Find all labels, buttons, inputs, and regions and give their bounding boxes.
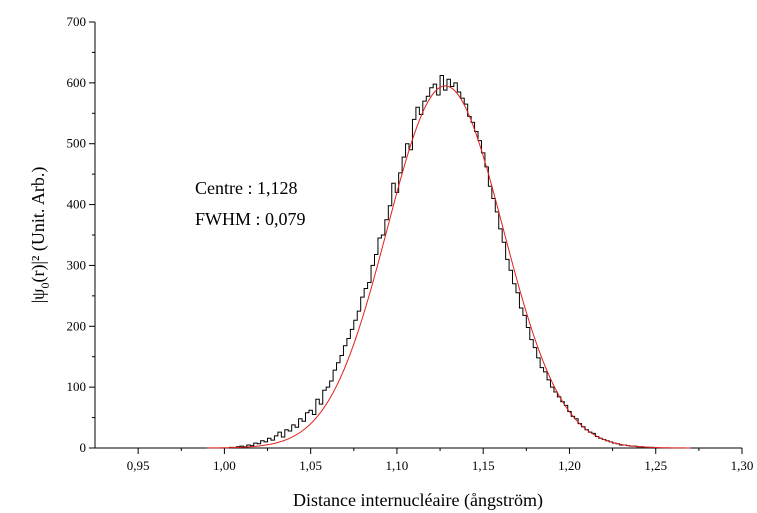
- x-tick-label: 1,20: [558, 458, 581, 473]
- histogram-series: [170, 75, 672, 449]
- y-tick-label: 700: [67, 14, 87, 29]
- x-tick-label: 1,30: [731, 458, 754, 473]
- y-tick-label: 100: [67, 379, 87, 394]
- x-tick-label: 1,00: [213, 458, 236, 473]
- y-tick-label: 400: [67, 197, 87, 212]
- x-tick-label: 1,25: [644, 458, 667, 473]
- y-tick-label: 600: [67, 75, 87, 90]
- x-ticks: 0,95 1,00 1,05 1,10 1,15 1,20 1,25 1,30: [127, 448, 754, 473]
- gaussian-fit-series: [207, 85, 691, 449]
- y-tick-label: 200: [67, 318, 87, 333]
- annotation-fwhm: FWHM : 0,079: [195, 209, 306, 229]
- y-tick-label: 500: [67, 136, 87, 151]
- x-tick-label: 1,05: [299, 458, 322, 473]
- x-axis-title: Distance internucléaire (ångström): [293, 490, 543, 511]
- y-axis-title-subscript: 0: [38, 283, 52, 289]
- y-axis-title-rest: (r)|² (Unit. Arb.): [28, 167, 49, 283]
- y-tick-label: 0: [80, 440, 87, 455]
- x-tick-label: 1,10: [386, 458, 409, 473]
- x-tick-label: 1,15: [472, 458, 495, 473]
- annotation-centre: Centre : 1,128: [195, 178, 297, 198]
- x-tick-label: 0,95: [127, 458, 150, 473]
- y-axis-title: |ψ0(r)|² (Unit. Arb.): [28, 167, 52, 304]
- y-tick-label: 300: [67, 257, 87, 272]
- y-axis-title-main: |ψ: [28, 288, 48, 304]
- plot-area: 0,95 1,00 1,05 1,10 1,15 1,20 1,25 1,30 0 100 200…: [67, 14, 754, 473]
- y-ticks: 0 100 200 300 400 500 600 700: [67, 14, 95, 455]
